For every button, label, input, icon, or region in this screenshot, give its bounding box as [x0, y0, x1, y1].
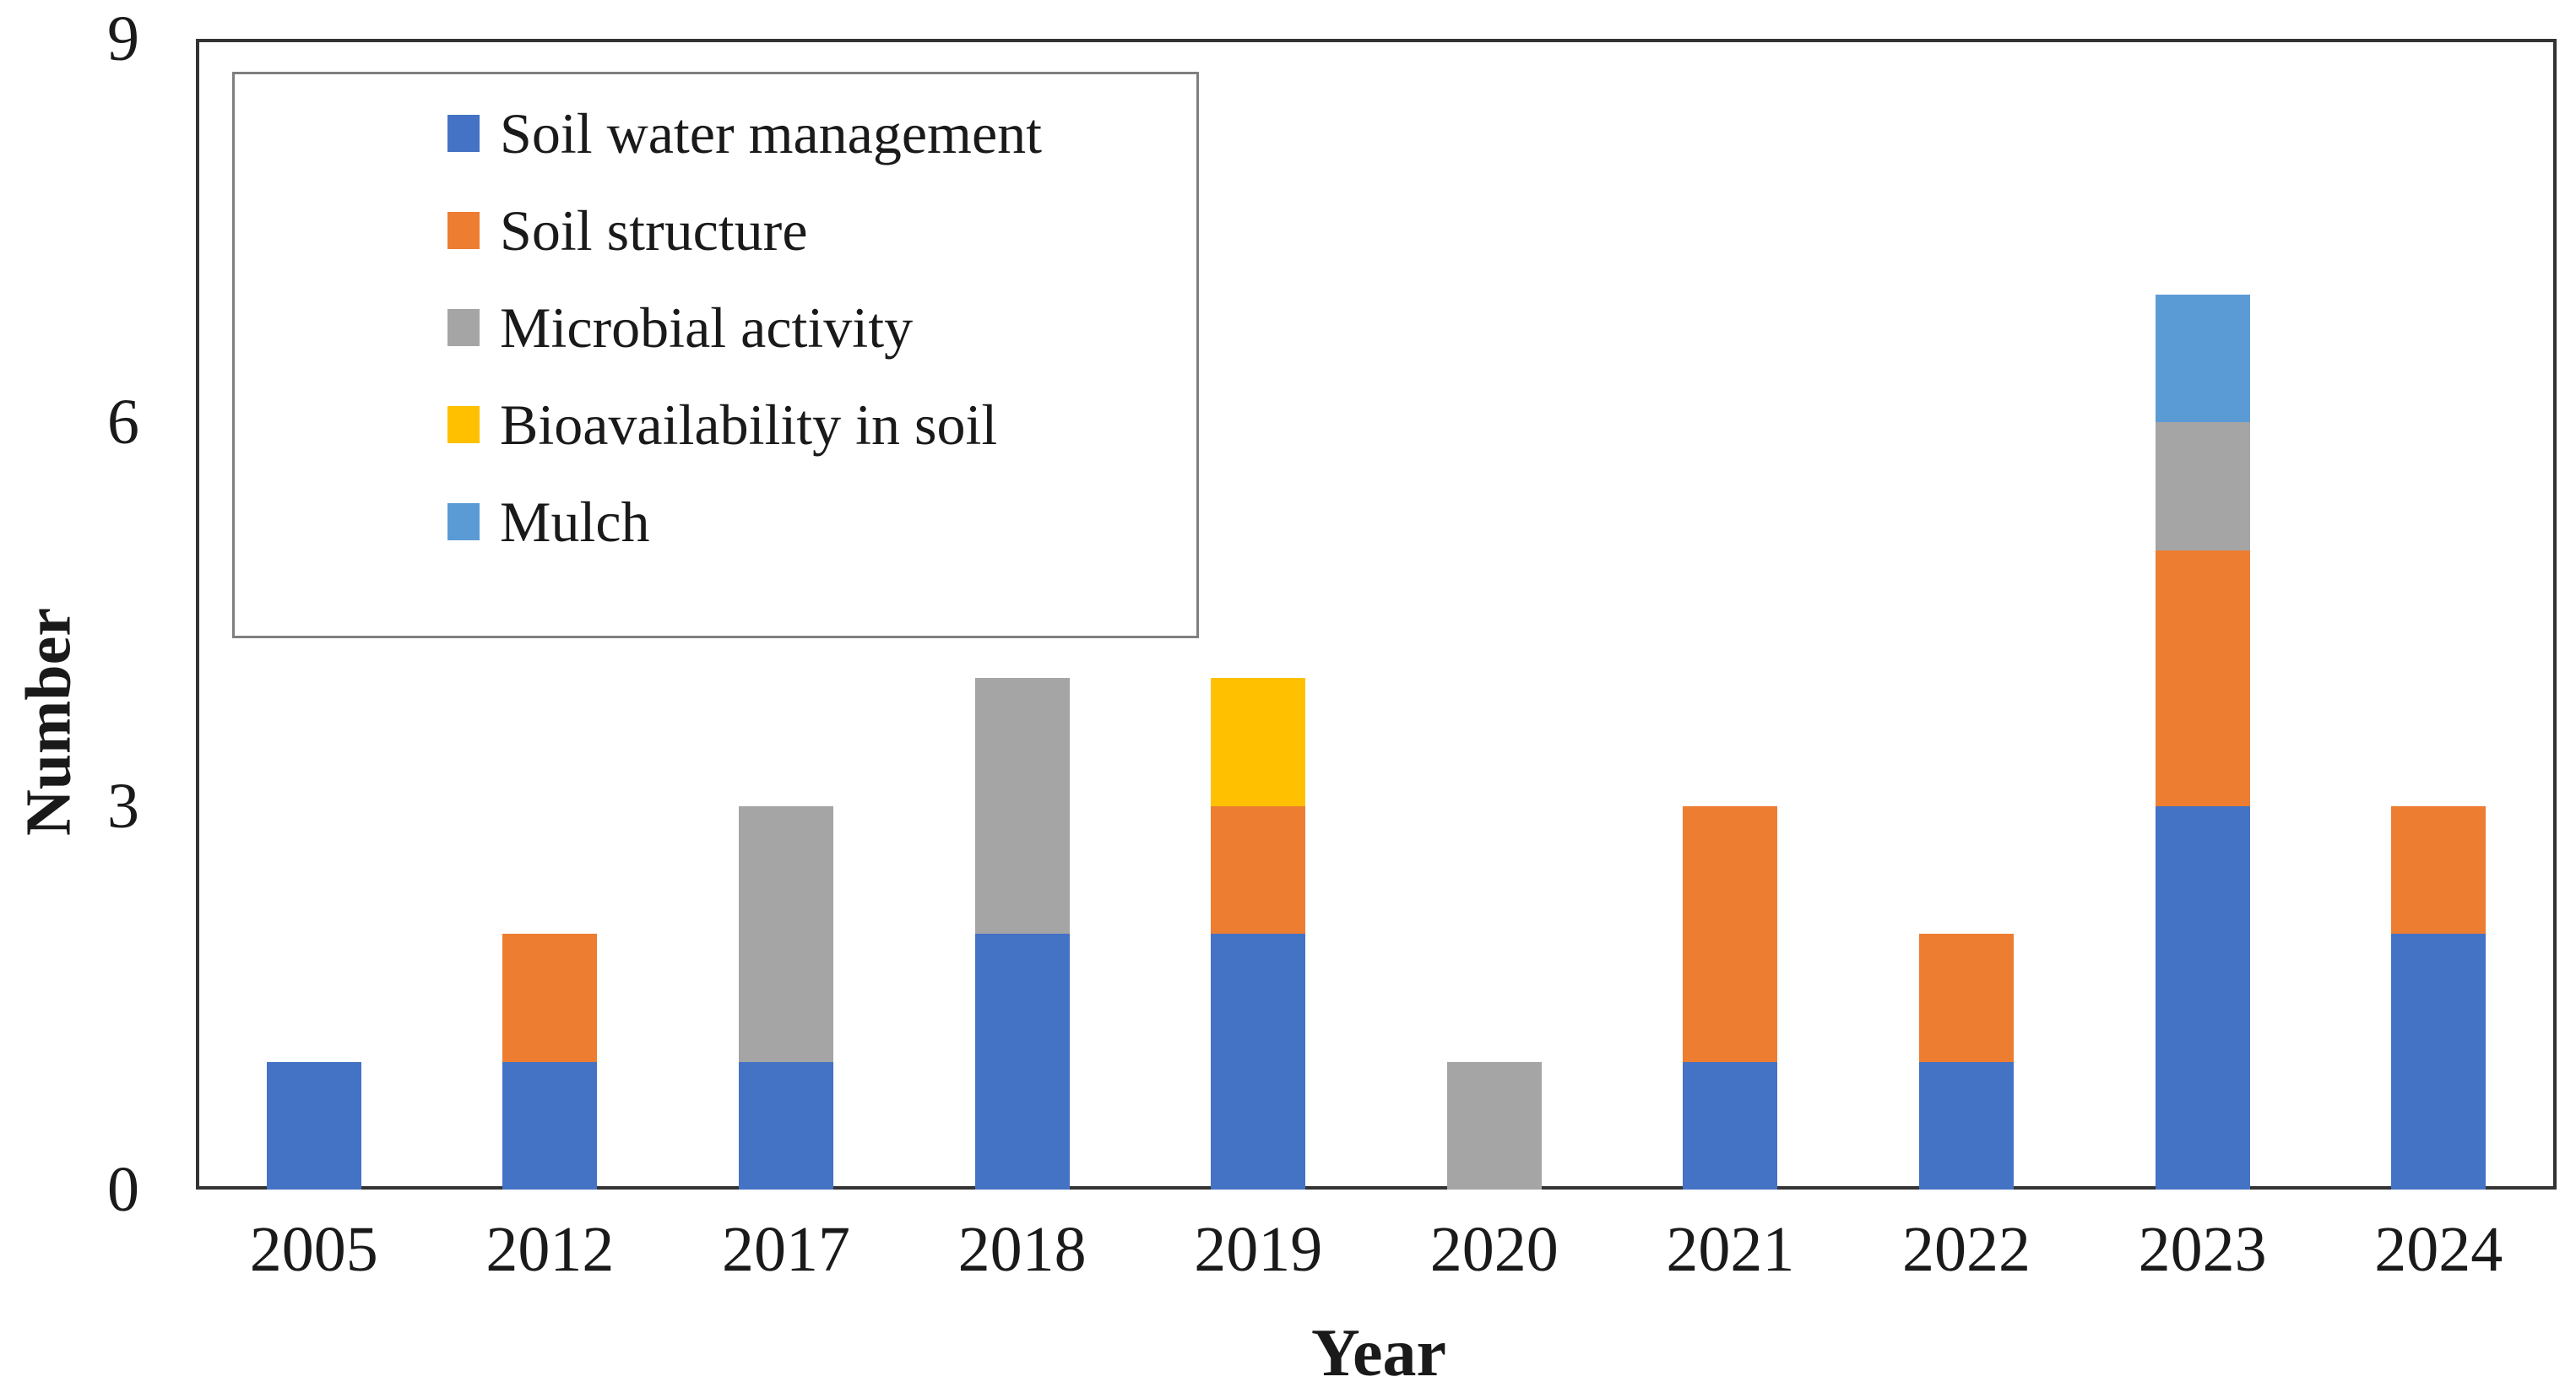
- x-tick-label-2017: 2017: [722, 1214, 850, 1285]
- bar-segment-2022-soil-structure: [1919, 934, 2014, 1062]
- x-tick-label-2024: 2024: [2374, 1214, 2503, 1285]
- bar-segment-2012-soil-structure: [502, 934, 598, 1062]
- legend-swatch-icon-soil-water-management: [447, 114, 480, 152]
- bar-segment-2020-microbial-activity: [1446, 1061, 1542, 1190]
- legend-label-bioavailability-in-soil: Bioavailability in soil: [500, 392, 998, 457]
- bar-2017: [739, 805, 833, 1190]
- legend-swatch-icon-microbial-activity: [447, 308, 480, 346]
- legend: Soil water management Soil structure Micro…: [232, 72, 1199, 638]
- x-tick-label-2019: 2019: [1194, 1214, 1323, 1285]
- legend-item-mulch: Mulch: [447, 473, 1196, 570]
- bar-2024: [2391, 805, 2487, 1190]
- legend-item-soil-structure: Soil structure: [447, 182, 1196, 279]
- bar-segment-2023-microbial-activity: [2155, 422, 2250, 550]
- y-tick-label-9: 9: [107, 3, 139, 74]
- x-tick-label-2023: 2023: [2138, 1214, 2267, 1285]
- legend-label-microbial-activity: Microbial activity: [500, 295, 914, 360]
- bar-2022: [1919, 934, 2014, 1190]
- bar-2019: [1211, 678, 1306, 1190]
- y-tick-label-6: 6: [107, 387, 139, 458]
- x-tick-label-2021: 2021: [1666, 1214, 1795, 1285]
- legend-swatch-icon-soil-structure: [447, 211, 480, 249]
- legend-item-soil-water-management: Soil water management: [447, 84, 1196, 182]
- bar-2005: [266, 1061, 361, 1190]
- bar-segment-2012-soil-water-management: [502, 1061, 598, 1190]
- x-tick-label-2020: 2020: [1429, 1214, 1559, 1285]
- x-tick-label-2012: 2012: [485, 1214, 615, 1285]
- legend-item-bioavailability-in-soil: Bioavailability in soil: [447, 376, 1196, 473]
- bar-segment-2018-microbial-activity: [974, 678, 1070, 935]
- bar-segment-2018-soil-water-management: [974, 934, 1070, 1190]
- bar-segment-2024-soil-water-management: [2391, 934, 2487, 1190]
- bar-segment-2023-soil-water-management: [2155, 805, 2250, 1190]
- bars-container: [196, 39, 2557, 1190]
- legend-label-soil-structure: Soil structure: [500, 198, 808, 263]
- bar-2020: [1446, 1061, 1542, 1190]
- bar-segment-2022-soil-water-management: [1919, 1061, 2014, 1190]
- bar-2018: [974, 678, 1070, 1190]
- bar-segment-2005-soil-water-management: [266, 1061, 361, 1190]
- bar-segment-2021-soil-water-management: [1683, 1061, 1778, 1190]
- bar-segment-2019-bioavailability-in-soil: [1211, 678, 1306, 806]
- bar-2021: [1683, 805, 1778, 1190]
- y-tick-label-3: 3: [107, 770, 139, 842]
- bar-segment-2023-soil-structure: [2155, 550, 2250, 806]
- legend-label-soil-water-management: Soil water management: [500, 100, 1043, 165]
- legend-swatch-icon-bioavailability-in-soil: [447, 405, 480, 443]
- legend-label-mulch: Mulch: [500, 489, 650, 554]
- bar-segment-2021-soil-structure: [1683, 805, 1778, 1062]
- bar-segment-2019-soil-water-management: [1211, 934, 1306, 1190]
- bar-segment-2017-microbial-activity: [739, 805, 833, 1062]
- bar-2023: [2155, 294, 2250, 1190]
- bar-segment-2019-soil-structure: [1211, 805, 1306, 935]
- x-tick-label-2018: 2018: [957, 1214, 1087, 1285]
- bar-segment-2017-soil-water-management: [739, 1061, 833, 1190]
- x-axis-title: Year: [1311, 1316, 1446, 1390]
- bar-segment-2024-soil-structure: [2391, 805, 2487, 935]
- x-tick-label-2005: 2005: [249, 1214, 378, 1285]
- legend-item-microbial-activity: Microbial activity: [447, 279, 1196, 376]
- bar-2012: [502, 934, 598, 1190]
- legend-swatch-icon-mulch: [447, 502, 480, 540]
- y-tick-label-0: 0: [107, 1154, 139, 1225]
- x-tick-label-2022: 2022: [1902, 1214, 2031, 1285]
- bar-segment-2023-mulch: [2155, 294, 2250, 423]
